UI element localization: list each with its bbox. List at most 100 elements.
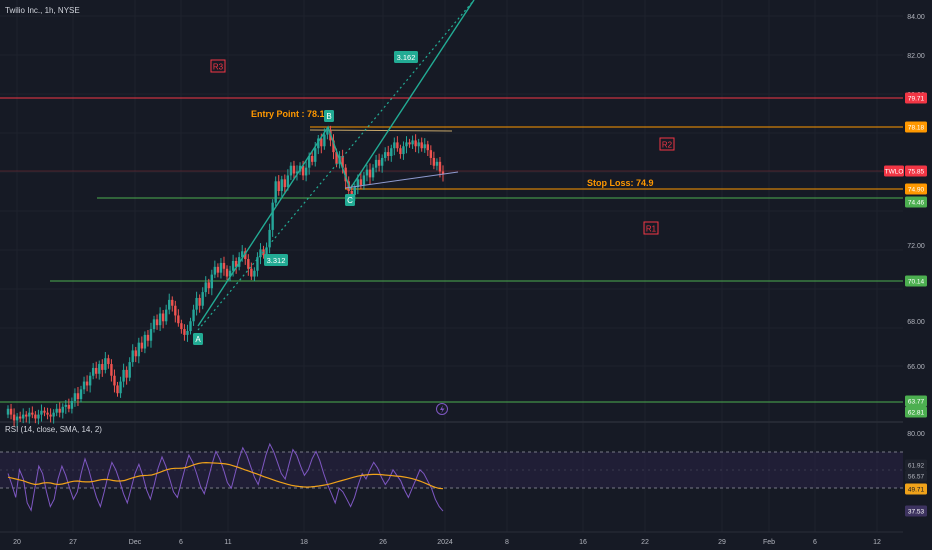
- candle[interactable]: [225, 265, 229, 281]
- candle[interactable]: [362, 171, 366, 190]
- candle[interactable]: [317, 135, 320, 155]
- candle[interactable]: [204, 276, 207, 297]
- price-badge-62-81[interactable]: 62.81: [905, 406, 927, 418]
- candle[interactable]: [164, 304, 168, 325]
- candle[interactable]: [304, 161, 308, 182]
- candle[interactable]: [210, 269, 214, 296]
- candle[interactable]: [70, 397, 74, 414]
- candle[interactable]: [219, 258, 223, 279]
- candle[interactable]: [67, 398, 71, 413]
- wave-point-c[interactable]: C: [345, 194, 355, 206]
- candle[interactable]: [128, 357, 131, 382]
- candle[interactable]: [292, 160, 296, 180]
- candle[interactable]: [177, 309, 180, 327]
- candle[interactable]: [146, 330, 150, 347]
- candle[interactable]: [377, 153, 381, 172]
- candle[interactable]: [37, 409, 40, 425]
- candle[interactable]: [73, 388, 77, 407]
- candle[interactable]: [195, 291, 198, 316]
- candle[interactable]: [189, 317, 192, 335]
- candle[interactable]: [98, 360, 101, 380]
- price-badge-63-77[interactable]: 63.77: [905, 395, 927, 407]
- top-trend-line[interactable]: [309, 129, 453, 132]
- candlesticks[interactable]: [6, 125, 445, 428]
- candle[interactable]: [393, 137, 396, 156]
- candle[interactable]: [256, 252, 259, 277]
- candle[interactable]: [435, 158, 439, 171]
- candle[interactable]: [85, 375, 89, 392]
- candle[interactable]: [9, 403, 13, 420]
- candle[interactable]: [12, 408, 16, 427]
- candle[interactable]: [384, 147, 387, 162]
- candle[interactable]: [277, 175, 280, 196]
- candle[interactable]: [368, 163, 372, 185]
- fib-extension-line[interactable]: [197, 0, 475, 331]
- candle[interactable]: [168, 293, 171, 315]
- candle[interactable]: [244, 247, 247, 265]
- candle[interactable]: [374, 155, 378, 173]
- candle[interactable]: [289, 162, 293, 181]
- candle[interactable]: [61, 403, 64, 419]
- candle[interactable]: [283, 174, 287, 195]
- candle[interactable]: [234, 257, 238, 274]
- candle[interactable]: [119, 376, 122, 398]
- wave-point-b[interactable]: B: [324, 110, 334, 122]
- candle[interactable]: [149, 322, 153, 348]
- candle[interactable]: [426, 140, 429, 156]
- candle[interactable]: [143, 331, 147, 354]
- candle[interactable]: [247, 254, 250, 276]
- candle[interactable]: [40, 404, 43, 422]
- candle[interactable]: [259, 243, 262, 265]
- candle[interactable]: [414, 134, 417, 153]
- candle[interactable]: [371, 164, 375, 181]
- candle[interactable]: [417, 138, 420, 154]
- candle[interactable]: [125, 366, 128, 385]
- candle[interactable]: [101, 359, 104, 377]
- candle[interactable]: [34, 411, 37, 424]
- candle[interactable]: [390, 144, 393, 162]
- candle[interactable]: [49, 408, 52, 423]
- rsi-badge[interactable]: 49.71: [905, 483, 927, 495]
- candle[interactable]: [161, 310, 165, 329]
- candle[interactable]: [438, 156, 442, 178]
- wave-point-a[interactable]: A: [193, 333, 203, 345]
- candle[interactable]: [76, 387, 80, 407]
- candle[interactable]: [158, 307, 162, 331]
- candle[interactable]: [286, 169, 290, 191]
- candle[interactable]: [399, 144, 402, 159]
- candle[interactable]: [15, 413, 19, 428]
- candle[interactable]: [441, 165, 445, 182]
- candle[interactable]: [22, 408, 25, 424]
- rsi-badge[interactable]: 61.92: [905, 459, 927, 471]
- candle[interactable]: [201, 287, 204, 310]
- candle[interactable]: [55, 403, 58, 417]
- candle[interactable]: [113, 369, 116, 393]
- candle[interactable]: [107, 354, 110, 369]
- candle[interactable]: [326, 127, 329, 140]
- candle[interactable]: [222, 256, 226, 276]
- price-badge-79-71[interactable]: 79.71: [905, 92, 927, 104]
- candle[interactable]: [174, 300, 177, 323]
- fib-label-3312[interactable]: 3.312: [264, 254, 288, 266]
- candle[interactable]: [216, 263, 220, 278]
- candle[interactable]: [420, 137, 423, 152]
- candle[interactable]: [104, 352, 107, 374]
- candle[interactable]: [432, 151, 436, 170]
- candle[interactable]: [152, 315, 156, 333]
- candle[interactable]: [423, 138, 426, 153]
- candle[interactable]: [408, 138, 411, 148]
- candle[interactable]: [131, 344, 134, 367]
- candle[interactable]: [134, 346, 137, 363]
- candle[interactable]: [387, 145, 390, 161]
- candle[interactable]: [186, 324, 189, 342]
- candle[interactable]: [253, 267, 256, 282]
- candle[interactable]: [250, 262, 253, 281]
- candle[interactable]: [402, 141, 405, 160]
- fib-label-3162[interactable]: 3.162: [394, 51, 418, 63]
- candle[interactable]: [79, 385, 83, 403]
- price-badge-74-46[interactable]: 74.46: [905, 196, 927, 208]
- candle[interactable]: [46, 407, 49, 420]
- candle[interactable]: [396, 136, 399, 152]
- candle[interactable]: [380, 154, 384, 173]
